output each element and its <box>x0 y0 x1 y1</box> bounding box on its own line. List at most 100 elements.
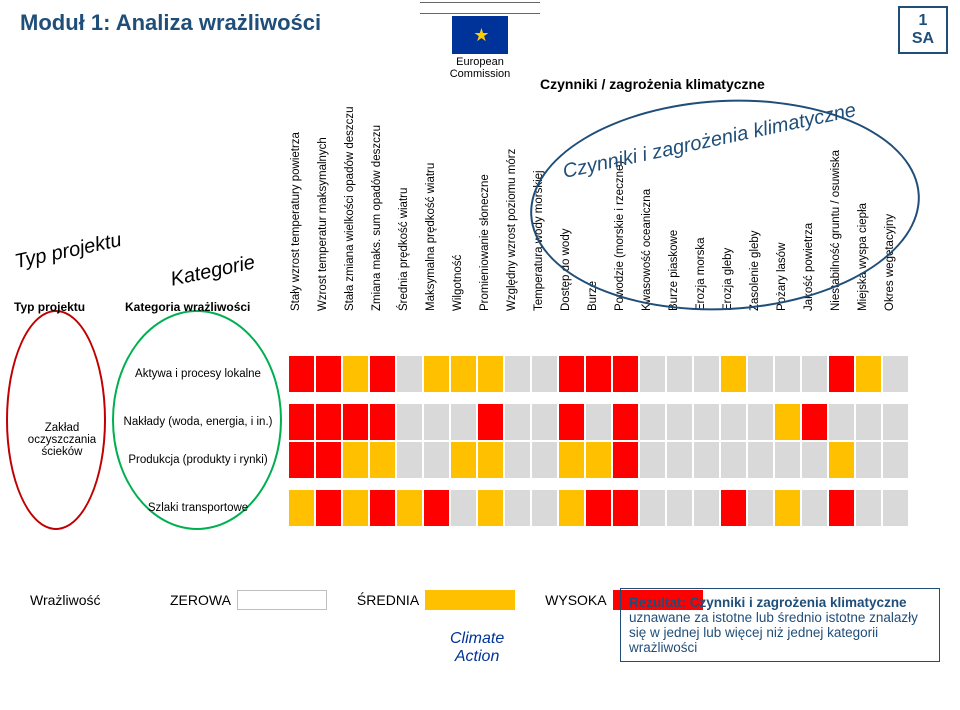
heatmap-cell <box>288 355 315 393</box>
heatmap-cell <box>396 441 423 479</box>
heatmap-cell <box>315 403 342 441</box>
heatmap-cell <box>585 403 612 441</box>
module-title: Moduł 1: Analiza wrażliwości <box>20 10 321 36</box>
heatmap-cell <box>369 489 396 527</box>
heatmap-cell <box>747 489 774 527</box>
heatmap-cell <box>450 441 477 479</box>
heatmap-cell <box>342 403 369 441</box>
heatmap-cell <box>639 403 666 441</box>
heatmap-cell <box>558 355 585 393</box>
heatmap-row <box>288 441 909 479</box>
heatmap-cell <box>369 355 396 393</box>
heatmap-row <box>288 355 909 393</box>
legend-item-1: ŚREDNIA <box>357 590 515 610</box>
category-label: Nakłady (woda, energia, i in.) <box>118 403 278 441</box>
heatmap-cell <box>504 489 531 527</box>
heatmap-cell <box>612 355 639 393</box>
ec-logo: ★ European Commission <box>420 2 540 80</box>
heatmap-cell <box>477 441 504 479</box>
heatmap-cell <box>747 441 774 479</box>
heatmap-cell <box>531 355 558 393</box>
heatmap-cell <box>774 489 801 527</box>
heatmap-cell <box>369 403 396 441</box>
heatmap-cell <box>558 489 585 527</box>
heatmap-cell <box>612 403 639 441</box>
heatmap-cell <box>342 441 369 479</box>
result-box: Rezultat: Czynniki i zagrożenia klimatyc… <box>620 588 940 662</box>
heatmap-cell <box>801 489 828 527</box>
category-label: Szlaki transportowe <box>118 489 278 527</box>
heatmap-cell <box>369 441 396 479</box>
heatmap-cell <box>855 403 882 441</box>
heatmap-cell <box>855 441 882 479</box>
heatmap-cell <box>477 489 504 527</box>
project-type: Zakład oczyszczania ścieków <box>12 360 112 520</box>
column-header: Wilgotność <box>450 85 477 315</box>
heatmap-cell <box>774 355 801 393</box>
legend-label: Wrażliwość <box>30 592 140 608</box>
heatmap-cell <box>720 403 747 441</box>
heatmap-cell <box>666 489 693 527</box>
heatmap-cell <box>639 489 666 527</box>
heatmap-cell <box>342 355 369 393</box>
legend-text-1: ŚREDNIA <box>357 592 419 608</box>
badge-text: SA <box>912 30 934 48</box>
heatmap-cell <box>693 489 720 527</box>
heatmap-cell <box>315 355 342 393</box>
heatmap-cell <box>720 355 747 393</box>
heatmap-cell <box>396 355 423 393</box>
heatmap-cell <box>531 403 558 441</box>
column-header: Promieniowanie słoneczne <box>477 85 504 315</box>
heatmap-cell <box>612 441 639 479</box>
heatmap-cell <box>855 489 882 527</box>
heatmap-cell <box>801 403 828 441</box>
heatmap-cell <box>855 355 882 393</box>
category-label: Produkcja (produkty i rynki) <box>118 441 278 479</box>
heatmap-cell <box>774 441 801 479</box>
ec-label: European Commission <box>420 56 540 80</box>
heatmap-cell <box>693 403 720 441</box>
heatmap-cell <box>288 489 315 527</box>
heatmap-cell <box>801 441 828 479</box>
annot-kat: Kategorie <box>169 251 258 291</box>
heatmap-cell <box>558 403 585 441</box>
heatmap-cell <box>747 403 774 441</box>
column-header: Maksymalna prędkość wiatru <box>423 85 450 315</box>
heatmap-cell <box>288 403 315 441</box>
heatmap-cell <box>585 441 612 479</box>
heatmap-cell <box>801 355 828 393</box>
heatmap-cell <box>423 489 450 527</box>
heatmap-cell <box>477 355 504 393</box>
heatmap-cell <box>828 403 855 441</box>
result-body: uznawane za istotne lub średnio istotne … <box>629 610 918 655</box>
heatmap-cell <box>450 403 477 441</box>
heatmap-cell <box>585 355 612 393</box>
page: Moduł 1: Analiza wrażliwości 1 SA ★ Euro… <box>0 0 960 710</box>
heatmap-cell <box>504 441 531 479</box>
heatmap-cell <box>882 489 909 527</box>
column-header: Względny wzrost poziomu mórz <box>504 85 531 315</box>
heatmap-row <box>288 403 909 441</box>
heatmap-cell <box>882 355 909 393</box>
heatmap-grid <box>288 355 909 527</box>
heatmap-cell <box>504 403 531 441</box>
heatmap-cell <box>531 489 558 527</box>
heatmap-cell <box>720 441 747 479</box>
heatmap-cell <box>585 489 612 527</box>
heatmap-cell <box>342 489 369 527</box>
heatmap-cell <box>396 403 423 441</box>
heatmap-cell <box>720 489 747 527</box>
column-header: Stały wzrost temperatury powietrza <box>288 85 315 315</box>
climate-action-label: Climate Action <box>450 630 504 666</box>
heatmap-cell <box>639 355 666 393</box>
heatmap-cell <box>666 403 693 441</box>
heatmap-cell <box>693 441 720 479</box>
heatmap-cell <box>477 403 504 441</box>
sa-badge: 1 SA <box>898 6 948 54</box>
heatmap-cell <box>747 355 774 393</box>
heatmap-cell <box>693 355 720 393</box>
heatmap-cell <box>450 489 477 527</box>
category-label: Aktywa i procesy lokalne <box>118 355 278 393</box>
heatmap-cell <box>612 489 639 527</box>
column-header: Stała zmiana wielkości opadów deszczu <box>342 85 369 315</box>
